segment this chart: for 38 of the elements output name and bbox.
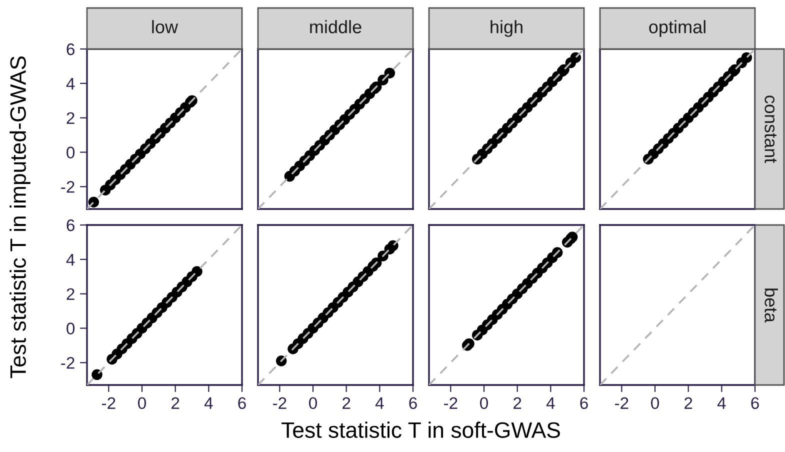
x-tick-label: 4 bbox=[546, 397, 555, 409]
y-tick-label: 2 bbox=[66, 112, 74, 124]
y-tick-label: 4 bbox=[66, 254, 75, 266]
y-tick-label: 6 bbox=[66, 219, 74, 232]
x-axis-title: Test statistic T in soft-GWAS bbox=[282, 422, 560, 438]
x-tick-label: 2 bbox=[514, 397, 522, 409]
x-tick-label: 4 bbox=[204, 397, 213, 409]
x-tick-label: 0 bbox=[309, 397, 317, 410]
x-tick-label: 0 bbox=[480, 397, 488, 410]
y-tick-label: -2 bbox=[61, 181, 74, 193]
x-tick-label: -2 bbox=[102, 397, 116, 409]
x-tick-label: 0 bbox=[138, 397, 146, 410]
x-tick-label: -2 bbox=[614, 397, 628, 409]
x-tick-label: 2 bbox=[684, 397, 692, 409]
x-tick-label: 6 bbox=[238, 397, 246, 410]
chart-title: optimal bbox=[649, 20, 706, 37]
x-tick-label: 6 bbox=[409, 397, 417, 410]
y-tick-label: 4 bbox=[66, 78, 75, 90]
x-tick-label: 2 bbox=[342, 397, 350, 409]
y-tick-label: 2 bbox=[66, 288, 74, 300]
chart-title: middle bbox=[310, 20, 362, 34]
x-tick-label: 6 bbox=[751, 397, 759, 410]
x-tick-label: 4 bbox=[375, 397, 384, 409]
x-tick-label: 6 bbox=[580, 397, 588, 410]
y-tick-label: 6 bbox=[66, 43, 74, 56]
x-tick-label: 4 bbox=[717, 397, 726, 409]
x-tick-label: 0 bbox=[651, 397, 659, 410]
y-tick-label: 0 bbox=[66, 322, 75, 334]
text: constant bbox=[764, 96, 777, 163]
x-tick-label: 2 bbox=[172, 397, 180, 409]
y-tick-label: 0 bbox=[66, 146, 75, 158]
chart-title: high bbox=[490, 20, 522, 37]
y-axis-title: Test statistic T in imputed-GWAS bbox=[10, 56, 30, 378]
y-tick-label: -2 bbox=[61, 357, 74, 369]
x-tick-label: -2 bbox=[272, 397, 286, 409]
text: beta bbox=[764, 288, 778, 323]
chart-title: low bbox=[152, 20, 178, 34]
x-tick-label: -2 bbox=[444, 397, 458, 409]
